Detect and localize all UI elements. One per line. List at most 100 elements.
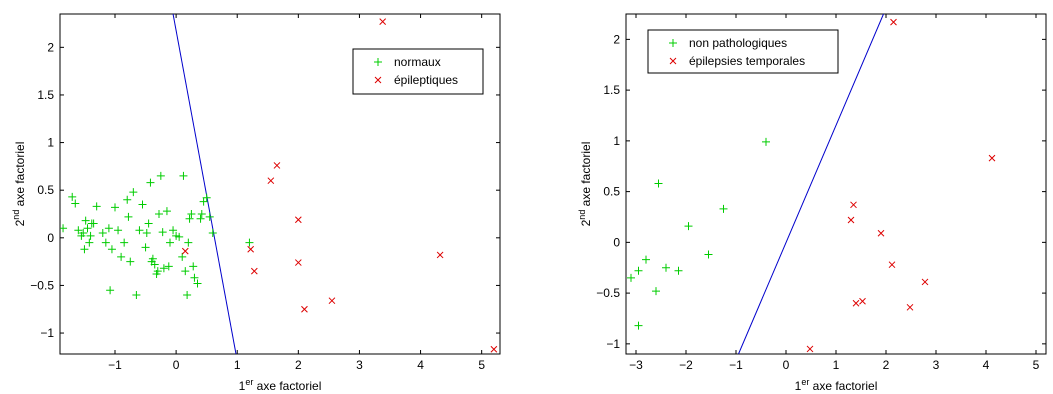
data-point — [111, 203, 119, 212]
data-point — [674, 266, 683, 275]
data-point — [189, 262, 198, 271]
data-point — [141, 243, 150, 252]
chart-2: −3 −2 −1 0 1 2 3 4 5 −1 −0.5 0 0.5 1 1.5 2 1er axe facto… — [577, 13, 1047, 393]
data-point — [247, 245, 255, 253]
data-point — [117, 252, 126, 261]
data-point — [85, 238, 94, 247]
data-point — [205, 212, 214, 221]
data-point — [148, 254, 157, 263]
legend-marker — [374, 76, 382, 84]
data-point — [129, 188, 138, 197]
data-point — [132, 290, 141, 299]
separator-line — [172, 14, 237, 354]
data-point — [436, 251, 444, 259]
x-tick-label: 3 — [933, 358, 940, 372]
data-point — [294, 216, 302, 224]
x-tick-label: 0 — [173, 358, 180, 372]
data-point — [859, 297, 866, 305]
data-point — [166, 238, 174, 247]
data-point — [988, 154, 996, 162]
data-point — [114, 226, 123, 235]
legend-marker — [374, 58, 382, 66]
data-point — [906, 303, 914, 311]
legend-marker — [669, 39, 677, 47]
y-tick-label: −1 — [606, 337, 620, 351]
legend: non pathologiques épilepsies temporales — [647, 29, 839, 74]
legend-label: normaux — [394, 55, 441, 69]
x-tick-label: −3 — [629, 358, 643, 372]
data-point — [159, 264, 168, 273]
x-tick-label: 0 — [783, 358, 790, 372]
data-point — [150, 260, 159, 269]
data-point — [654, 179, 663, 188]
y-axis-label: 2nd axe factoriel — [11, 142, 27, 227]
x-tick-label: 2 — [295, 358, 302, 372]
data-point — [208, 229, 217, 238]
x-tick-label: 4 — [417, 358, 424, 372]
data-point — [273, 162, 281, 169]
data-point — [719, 204, 728, 213]
data-point — [68, 192, 77, 201]
plot-content — [627, 14, 996, 354]
y-tick-label: 0.5 — [37, 183, 54, 197]
y-tick-label: 0.5 — [603, 185, 620, 199]
data-point — [762, 137, 770, 146]
data-point — [183, 290, 192, 299]
data-point — [144, 219, 153, 228]
data-point — [86, 231, 95, 240]
data-point — [193, 279, 202, 288]
data-point — [850, 201, 857, 209]
data-point — [98, 229, 107, 238]
data-point — [135, 226, 144, 235]
data-point — [184, 238, 193, 247]
y-tick-label: 1 — [47, 136, 54, 150]
x-tick-label: −1 — [108, 358, 122, 372]
data-point — [634, 321, 643, 330]
data-point — [146, 178, 155, 187]
data-point — [202, 193, 211, 202]
chart-1: −1 0 1 2 3 4 5 −1 −0.5 0 0.5 1 1.5 2 1er axe factoriel… — [11, 13, 501, 393]
x-tick-label: 5 — [1033, 358, 1040, 372]
legend-marker — [669, 57, 677, 65]
data-point — [83, 224, 92, 233]
y-tick-label: 2 — [47, 40, 54, 54]
data-point — [80, 245, 89, 254]
data-point — [704, 250, 713, 259]
data-point — [158, 228, 167, 237]
data-point — [104, 224, 113, 233]
series-2 — [806, 18, 996, 353]
data-point — [181, 247, 189, 255]
y-tick-label: 1 — [613, 134, 620, 148]
x-tick-label: −2 — [679, 358, 693, 372]
data-point — [153, 267, 162, 276]
series-1 — [627, 137, 770, 330]
data-point — [379, 18, 387, 25]
legend-box — [647, 29, 839, 74]
x-tick-label: 1 — [234, 358, 241, 372]
data-point — [652, 287, 660, 296]
legend-label: épilepsies temporales — [689, 54, 805, 68]
separator-line — [738, 14, 884, 354]
data-point — [106, 286, 115, 295]
data-point — [684, 222, 693, 231]
data-point — [156, 171, 165, 180]
data-point — [123, 195, 132, 204]
data-point — [301, 305, 308, 313]
x-axis-label: 1er axe factoriel — [795, 377, 878, 393]
data-point — [877, 229, 885, 237]
data-point — [181, 267, 190, 276]
legend-box — [352, 48, 484, 95]
x-tick-label: 4 — [983, 358, 990, 372]
data-point — [634, 266, 643, 275]
y-tick-label: 0 — [613, 235, 620, 249]
data-point — [142, 229, 151, 238]
y-tick-label: −0.5 — [596, 286, 620, 300]
y-tick-label: 2 — [613, 32, 620, 46]
x-tick-label: 2 — [883, 358, 890, 372]
data-point — [890, 18, 897, 26]
data-point — [888, 261, 896, 269]
series-2 — [181, 18, 498, 353]
data-point — [138, 200, 147, 209]
data-point — [162, 207, 171, 216]
